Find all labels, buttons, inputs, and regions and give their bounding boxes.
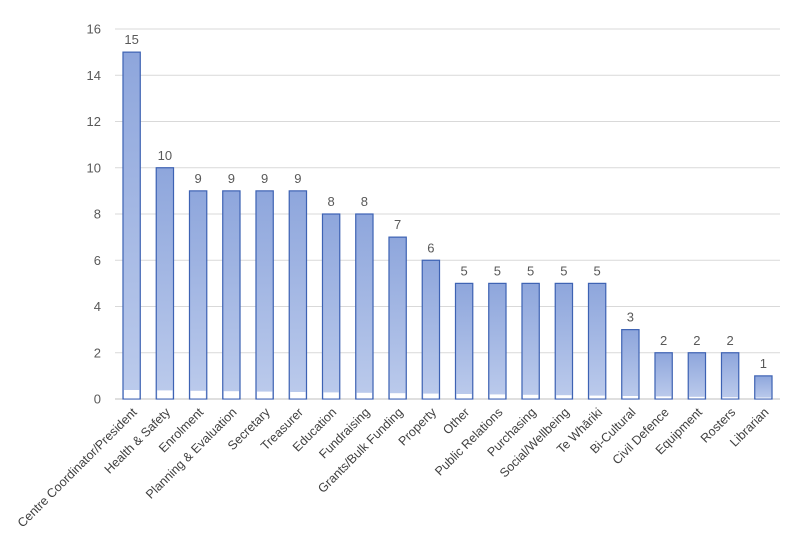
- bar-base-strip: [622, 396, 639, 399]
- bar: [687, 352, 707, 400]
- data-labels: 15 10 9 9 9 9 8 8 7 6 5 5 5 5 5 3 2 2 2 1: [124, 32, 767, 371]
- y-tick-label: 6: [94, 253, 101, 268]
- bar: [355, 213, 374, 400]
- bar-base-strip: [423, 393, 439, 399]
- y-axis-tick-labels: 0 2 4 6 8 10 12 14 16: [87, 22, 101, 407]
- y-tick-label: 16: [87, 22, 101, 37]
- y-tick-label: 0: [94, 392, 101, 407]
- bar-base-strip: [389, 393, 406, 399]
- bar: [720, 352, 740, 400]
- bar: [554, 282, 574, 400]
- data-label: 2: [693, 333, 700, 348]
- bar-base-strip: [755, 397, 772, 399]
- bar: [222, 190, 241, 400]
- bar: [754, 375, 773, 400]
- bars: [122, 51, 773, 400]
- y-tick-label: 2: [94, 345, 101, 360]
- data-label: 7: [394, 217, 401, 232]
- bar-base-strip: [223, 391, 240, 399]
- y-tick-label: 10: [87, 160, 101, 175]
- bar-base-strip: [689, 396, 705, 399]
- data-label: 2: [727, 333, 734, 348]
- bar-base-strip: [256, 391, 273, 399]
- bar: [454, 282, 474, 400]
- y-tick-label: 14: [87, 68, 101, 83]
- bar-base-strip: [522, 394, 539, 399]
- bar: [122, 51, 141, 400]
- data-label: 8: [328, 194, 335, 209]
- data-label: 5: [527, 263, 534, 278]
- bar-base-strip: [655, 396, 672, 399]
- data-label: 15: [124, 32, 138, 47]
- bar-base-strip: [157, 390, 173, 399]
- bar: [654, 352, 673, 400]
- y-tick-label: 8: [94, 207, 101, 222]
- data-label: 9: [195, 171, 202, 186]
- bar: [155, 167, 175, 400]
- data-label: 5: [494, 263, 501, 278]
- bar-base-strip: [589, 395, 605, 399]
- data-label: 9: [294, 171, 301, 186]
- y-tick-label: 4: [94, 299, 101, 314]
- bar: [321, 213, 341, 400]
- y-tick-label: 12: [87, 114, 101, 129]
- bar: [388, 236, 407, 400]
- bar-base-strip: [356, 392, 373, 399]
- bar: [255, 190, 274, 400]
- data-label: 9: [261, 171, 268, 186]
- bar: [521, 282, 540, 400]
- data-label: 5: [594, 263, 601, 278]
- bar: [621, 329, 640, 400]
- data-label: 8: [361, 194, 368, 209]
- data-label: 5: [560, 263, 567, 278]
- data-label: 10: [158, 148, 172, 163]
- bar-base-strip: [489, 394, 506, 399]
- bar-base-strip: [456, 394, 472, 399]
- bar-base-strip: [123, 390, 140, 399]
- bar: [421, 259, 441, 400]
- data-label: 6: [427, 240, 434, 255]
- bar-base-strip: [722, 397, 738, 399]
- data-label: 5: [461, 263, 468, 278]
- bar-base-strip: [556, 395, 572, 399]
- x-category-label: Centre Coordinator/President: [15, 405, 140, 530]
- data-label: 9: [228, 171, 235, 186]
- bar: [288, 190, 308, 400]
- bar-base-strip: [290, 392, 306, 399]
- data-label: 3: [627, 310, 634, 325]
- bar-base-strip: [323, 392, 339, 399]
- bar: [188, 190, 208, 400]
- bar: [488, 282, 507, 400]
- x-category-label: Property: [396, 405, 440, 449]
- bar-base-strip: [190, 390, 206, 399]
- data-label: 2: [660, 333, 667, 348]
- gridlines: [115, 28, 780, 400]
- data-label: 1: [760, 356, 767, 371]
- bar: [587, 282, 607, 400]
